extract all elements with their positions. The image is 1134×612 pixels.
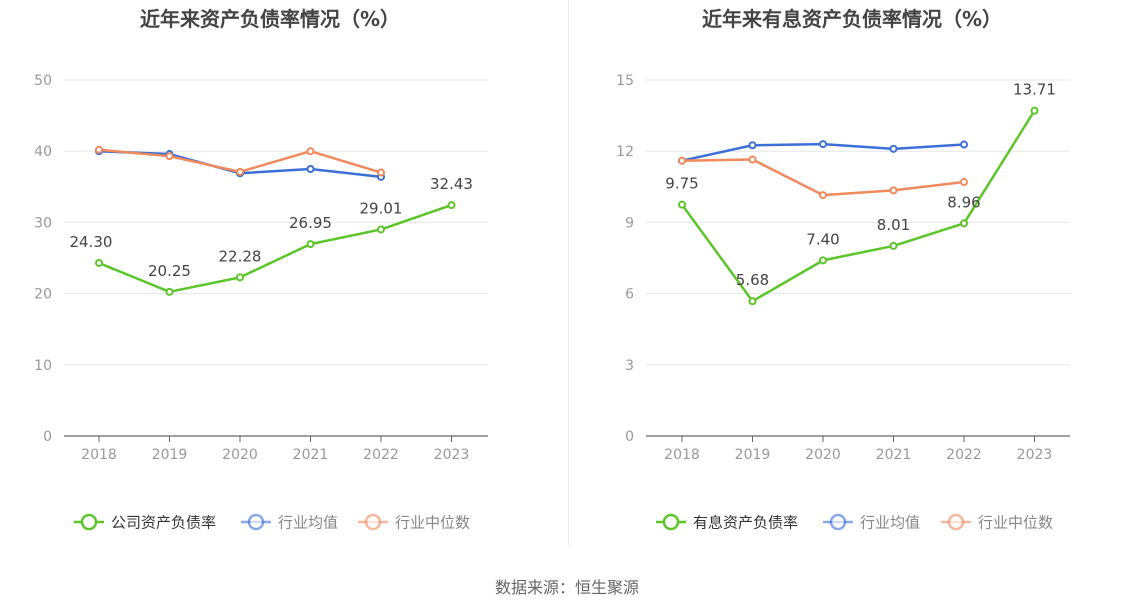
series-line-industry-median [681, 158, 965, 197]
data-label: 32.43 [430, 175, 473, 193]
legend-item-company-marker [662, 513, 680, 531]
x-tick-label: 2022 [946, 447, 982, 463]
y-tick-label: 50 [34, 73, 52, 89]
data-point [960, 178, 968, 187]
x-tick-label: 2019 [735, 447, 771, 463]
y-tick-label: 3 [625, 358, 634, 374]
data-label: 26.95 [289, 214, 332, 232]
y-tick-label: 30 [34, 215, 52, 231]
series-line-company [680, 109, 1036, 303]
y-tick-label: 12 [616, 144, 634, 160]
y-tick-label: 40 [34, 144, 52, 160]
series-line-company [98, 203, 452, 294]
data-point [819, 140, 827, 149]
chart-title-2: 近年来有息资产负债率情况（%） [702, 7, 1002, 31]
y-tick-label: 15 [616, 73, 634, 89]
x-tick-label: 2020 [222, 447, 258, 463]
y-tick-label: 0 [43, 429, 52, 445]
legend-item-industry-avg[interactable]: 行业均值 [823, 514, 920, 532]
data-point [748, 155, 757, 164]
data-point [95, 145, 103, 154]
data-point [819, 191, 827, 200]
legend-item-industry-avg[interactable]: 行业均值 [241, 514, 338, 532]
data-label: 22.28 [219, 247, 262, 265]
legend-item-industry-median-label: 行业中位数 [978, 514, 1053, 532]
data-point [960, 219, 968, 228]
legend-item-industry-median[interactable]: 行业中位数 [941, 514, 1053, 532]
data-label: 13.71 [1013, 81, 1056, 99]
data-point [165, 287, 174, 296]
data-source-note: 数据来源：恒生聚源 [494, 578, 639, 597]
data-point [377, 168, 385, 177]
x-tick-label: 2023 [434, 447, 470, 463]
legend-item-company[interactable]: 公司资产负债率 [74, 514, 216, 532]
data-point [306, 147, 315, 156]
legend-item-company-label: 公司资产负债率 [111, 514, 216, 532]
data-point [889, 186, 898, 195]
data-point [306, 240, 315, 249]
legend-item-industry-median-marker [947, 513, 965, 531]
data-point [377, 225, 385, 234]
data-point [165, 152, 174, 161]
data-label: 5.68 [736, 271, 769, 289]
x-tick-label: 2022 [363, 447, 399, 463]
data-point [306, 165, 315, 173]
y-tick-label: 6 [625, 287, 634, 303]
data-label: 24.30 [70, 233, 113, 251]
legend-item-industry-avg-label: 行业均值 [860, 514, 920, 532]
x-tick-label: 2021 [293, 447, 329, 463]
x-tick-label: 2018 [81, 447, 117, 463]
data-label: 29.01 [360, 199, 403, 217]
data-point [236, 273, 244, 282]
y-tick-label: 9 [625, 215, 634, 231]
data-point [889, 144, 898, 153]
data-point [748, 141, 757, 150]
legend-item-industry-median-marker [364, 513, 382, 531]
y-tick-label: 10 [34, 358, 52, 374]
data-point [678, 200, 686, 209]
x-tick-label: 2021 [876, 447, 912, 463]
data-label: 8.96 [947, 193, 980, 211]
legend-item-industry-median-label: 行业中位数 [395, 514, 470, 532]
x-tick-label: 2019 [152, 447, 188, 463]
legend-item-industry-avg-marker [829, 513, 847, 531]
x-tick-label: 2020 [805, 447, 841, 463]
y-tick-label: 20 [34, 287, 52, 303]
data-label: 20.25 [148, 262, 191, 280]
data-label: 9.75 [665, 175, 698, 193]
data-point [889, 241, 898, 250]
panel-divider [568, 0, 569, 545]
legend-item-industry-avg-marker [247, 513, 265, 531]
data-point [447, 201, 456, 210]
data-point [678, 156, 686, 165]
data-point [819, 256, 827, 265]
legend-item-industry-avg-label: 行业均值 [278, 514, 338, 532]
data-point [95, 258, 103, 267]
legend-item-industry-median[interactable]: 行业中位数 [358, 514, 470, 532]
data-label: 7.40 [806, 230, 839, 248]
chart-title-1: 近年来资产负债率情况（%） [140, 7, 400, 31]
data-point [748, 297, 757, 306]
x-tick-label: 2023 [1017, 447, 1053, 463]
y-tick-label: 0 [625, 429, 634, 445]
legend-item-company-label: 有息资产负债率 [693, 514, 798, 532]
data-point [1030, 106, 1039, 115]
data-point [236, 167, 244, 176]
data-label: 8.01 [877, 216, 910, 234]
x-tick-label: 2018 [664, 447, 700, 463]
legend-item-company[interactable]: 有息资产负债率 [656, 514, 798, 532]
legend-item-company-marker [80, 513, 98, 531]
data-point [960, 140, 968, 149]
